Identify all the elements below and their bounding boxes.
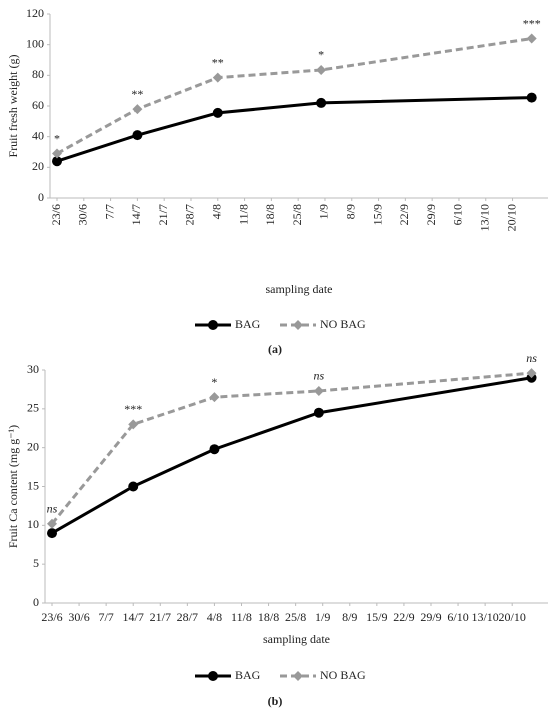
y-tick-label: 0	[38, 190, 44, 204]
series-line	[50, 371, 532, 525]
x-tick-label: 20/10	[499, 610, 526, 624]
annotation: ns	[526, 351, 537, 365]
x-tick-label: 25/8	[290, 204, 304, 225]
x-tick-label: 18/8	[263, 204, 277, 225]
legend-marker	[293, 320, 303, 330]
annotation: *	[211, 375, 217, 389]
x-tick-label: 30/6	[68, 610, 89, 624]
annotation: **	[131, 87, 143, 101]
x-tick-label: 15/9	[370, 204, 384, 225]
y-tick-label: 60	[32, 98, 44, 112]
y-tick-label: 25	[27, 401, 39, 415]
marker	[128, 481, 139, 492]
x-tick-label: 14/7	[123, 610, 144, 624]
marker	[316, 97, 327, 108]
annotation: ns	[47, 502, 58, 516]
x-tick-label: 28/7	[183, 204, 197, 225]
x-tick-label: 22/9	[393, 610, 414, 624]
x-tick-label: 4/8	[210, 204, 224, 219]
y-tick-label: 100	[26, 36, 44, 50]
annotation: **	[212, 55, 224, 69]
x-tick-label: 22/9	[397, 204, 411, 225]
x-tick-label: 11/8	[236, 204, 250, 225]
x-tick-label: 28/7	[177, 610, 198, 624]
annotation: ***	[124, 402, 142, 416]
marker	[313, 407, 324, 418]
x-tick-label: 7/7	[98, 610, 113, 624]
annotation: ns	[314, 369, 325, 383]
x-tick-label: 21/7	[150, 610, 171, 624]
y-tick-label: 15	[27, 478, 39, 492]
y-tick-label: 30	[27, 362, 39, 376]
y-tick-label: 120	[26, 6, 44, 20]
marker	[132, 130, 143, 141]
marker	[212, 107, 223, 118]
marker	[209, 444, 220, 455]
annotation: ***	[523, 16, 541, 30]
x-tick-label: 6/10	[447, 610, 468, 624]
x-tick-label: 23/6	[41, 610, 62, 624]
x-tick-label: 13/10	[471, 610, 498, 624]
annotation: *	[318, 48, 324, 62]
y-tick-label: 80	[32, 67, 44, 81]
y-tick-label: 10	[27, 517, 39, 531]
x-axis-label: sampling date	[263, 632, 330, 646]
series-line	[56, 96, 532, 163]
x-tick-label: 1/9	[315, 610, 330, 624]
legend-label: NO BAG	[320, 668, 366, 682]
marker	[526, 92, 537, 103]
legend-label: BAG	[235, 317, 261, 331]
x-tick-label: 4/8	[207, 610, 222, 624]
y-tick-label: 5	[33, 556, 39, 570]
marker	[526, 33, 537, 44]
marker	[313, 385, 324, 396]
x-tick-label: 1/9	[317, 204, 331, 219]
x-tick-label: 20/10	[504, 204, 518, 231]
x-tick-label: 11/8	[231, 610, 252, 624]
x-tick-label: 30/6	[76, 204, 90, 225]
x-tick-label: 29/9	[420, 610, 441, 624]
legend-marker	[208, 320, 218, 330]
x-tick-label: 21/7	[156, 204, 170, 225]
series-line	[51, 376, 532, 535]
marker	[132, 104, 143, 115]
legend-marker	[293, 671, 303, 681]
marker	[52, 156, 62, 167]
y-tick-label: 0	[33, 595, 39, 609]
marker	[316, 64, 327, 75]
x-axis-label: sampling date	[266, 282, 333, 296]
x-tick-label: 14/7	[129, 204, 143, 225]
caption: (a)	[268, 342, 282, 356]
marker	[47, 528, 57, 539]
marker	[212, 72, 223, 83]
marker	[128, 419, 139, 430]
x-tick-label: 18/8	[258, 610, 279, 624]
marker	[47, 518, 57, 529]
marker	[526, 368, 537, 379]
x-tick-label: 29/9	[424, 204, 438, 225]
x-tick-label: 7/7	[102, 204, 116, 219]
marker	[209, 392, 220, 403]
y-tick-label: 20	[32, 159, 44, 173]
annotation: *	[54, 131, 60, 145]
legend-marker	[208, 671, 218, 681]
x-tick-label: 8/9	[342, 610, 357, 624]
x-tick-label: 25/8	[285, 610, 306, 624]
x-tick-label: 23/6	[49, 204, 63, 225]
x-tick-label: 15/9	[366, 610, 387, 624]
legend-label: NO BAG	[320, 317, 366, 331]
caption: (b)	[268, 694, 283, 708]
y-tick-label: 40	[32, 128, 44, 142]
marker	[52, 148, 62, 159]
x-tick-label: 6/10	[451, 204, 465, 225]
x-tick-label: 8/9	[344, 204, 358, 219]
legend-label: BAG	[235, 668, 261, 682]
y-axis-label: Fruit Ca content (mg g⁻¹)	[6, 425, 20, 548]
y-axis-label: Fruit fresh weight (g)	[6, 55, 20, 158]
y-tick-label: 20	[27, 439, 39, 453]
x-tick-label: 13/10	[478, 204, 492, 231]
series-line	[56, 37, 532, 155]
